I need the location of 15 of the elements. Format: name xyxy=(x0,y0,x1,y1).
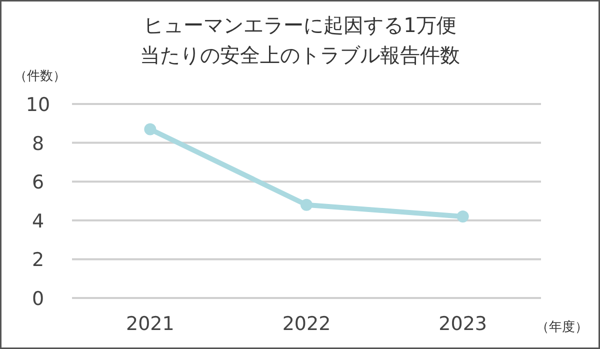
x-tick-label: 2023 xyxy=(438,313,488,335)
y-tick-label: 10 xyxy=(26,94,50,116)
y-tick-label: 2 xyxy=(32,249,44,272)
x-tick-label: 2022 xyxy=(282,313,331,335)
y-tick-label: 8 xyxy=(32,132,44,155)
x-tick-label: 2021 xyxy=(126,313,174,335)
point xyxy=(300,198,312,211)
y-tick-label: 0 xyxy=(32,288,44,310)
point xyxy=(456,210,469,223)
point xyxy=(144,123,156,136)
y-axis-title: （件数） xyxy=(14,69,66,84)
y-tick-label: 4 xyxy=(32,210,44,232)
y-tick-label: 6 xyxy=(32,172,44,194)
chart-title: ヒューマンエラーに起因する1万便当たりの安全上のトラブル報告件数 xyxy=(140,13,460,67)
x-axis-title: （年度） xyxy=(536,319,588,335)
